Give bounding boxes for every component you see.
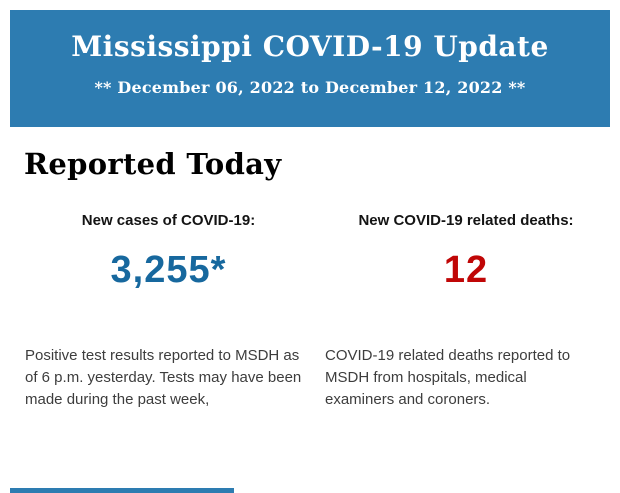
deaths-description: COVID-19 related deaths reported to MSDH…	[325, 347, 571, 408]
stat-cases-value: 3,255*	[110, 249, 227, 291]
stat-cases-label: New cases of COVID-19:	[81, 212, 256, 229]
stat-deaths-value: 12	[443, 249, 489, 291]
cases-description: Positive test results reported to MSDH a…	[25, 347, 302, 408]
date-range: ** December 06, 2022 to December 12, 202…	[94, 78, 526, 97]
stat-deaths-label: New COVID-19 related deaths:	[358, 212, 574, 229]
descriptions-row: Positive test results reported to MSDH a…	[0, 345, 620, 411]
stats-row: New cases of COVID-19: 3,255* New COVID-…	[0, 212, 620, 289]
newsletter-title: Mississippi COVID-19 Update	[71, 30, 549, 63]
header-banner: Mississippi COVID-19 Update ** December …	[10, 10, 610, 127]
next-section-band	[10, 488, 234, 493]
stat-deaths: New COVID-19 related deaths: 12	[325, 212, 607, 289]
stat-cases: New cases of COVID-19: 3,255*	[25, 212, 312, 289]
section-heading-reported-today: Reported Today	[24, 147, 282, 181]
